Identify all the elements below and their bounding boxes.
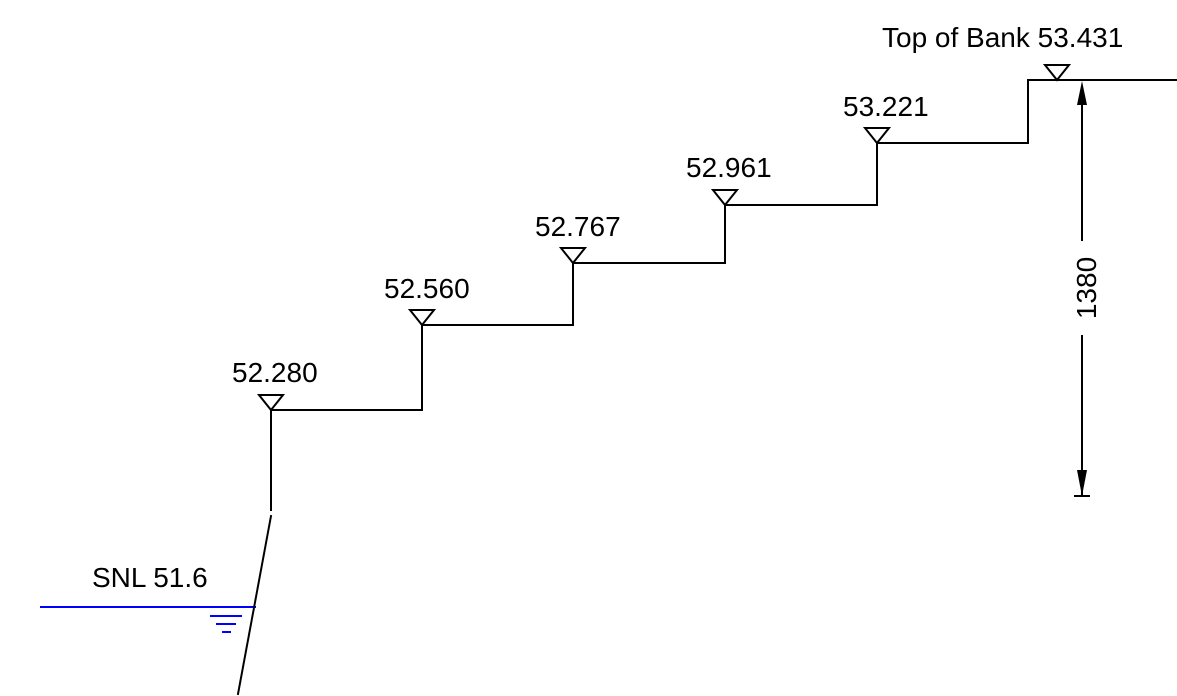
step-elevation-label: 52.767 [535,211,621,242]
step-marker-1: 52.280 [232,357,318,412]
height-dimension: 1380 [1071,81,1102,497]
elevation-triangle-icon [1042,64,1072,82]
step-marker-3: 52.767 [535,211,621,265]
elevation-triangle-icon [710,189,740,207]
stepped-bank-profile [270,79,1177,511]
bank-slope-line [236,514,273,696]
water-level-group: SNL 51.6 [40,562,256,633]
elevation-triangle-icon [256,394,286,412]
elevation-triangle-icon [862,127,892,145]
arrow-up-icon [1077,81,1087,105]
water-level-label: SNL 51.6 [92,562,208,593]
dimension-value-label: 1380 [1071,257,1102,319]
step-elevation-label: 53.221 [843,91,929,122]
elevation-triangle-icon [558,247,588,265]
elevation-triangle-icon [407,309,437,327]
step-marker-5: 53.221 [843,91,929,145]
top-of-bank-label: Top of Bank 53.431 [882,22,1123,53]
step-elevation-label: 52.961 [686,152,772,183]
step-marker-2: 52.560 [384,273,470,327]
step-elevation-label: 52.560 [384,273,470,304]
top-of-bank-marker: Top of Bank 53.431 [882,22,1123,82]
step-marker-4: 52.961 [686,152,772,207]
step-elevation-label: 52.280 [232,357,318,388]
